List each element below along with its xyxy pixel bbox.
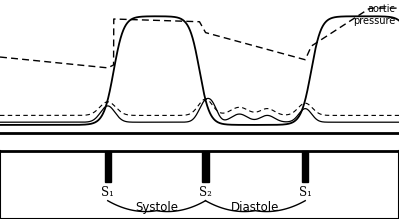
Bar [202, 151, 209, 182]
Text: S₂: S₂ [199, 186, 212, 199]
Text: Systole: Systole [135, 201, 178, 214]
Text: S₁: S₁ [299, 186, 312, 199]
Bar [302, 151, 308, 182]
Text: aortic
pressure: aortic pressure [353, 4, 395, 26]
Text: S₁: S₁ [101, 186, 114, 199]
Text: Diastole: Diastole [231, 201, 280, 214]
Bar [105, 151, 111, 182]
